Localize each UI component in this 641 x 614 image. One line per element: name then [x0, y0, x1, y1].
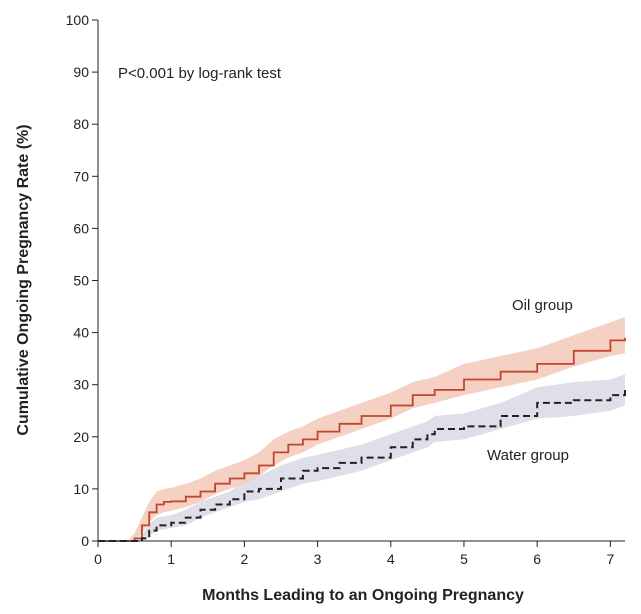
- y-tick-label: 40: [73, 325, 89, 341]
- legend-oil-group: Oil group: [512, 297, 573, 314]
- confidence-bands: [98, 317, 625, 541]
- axes: 0 10 20 30 40 50 60 70 80 90 100 0 1 2 3 4 5 6 7: [66, 12, 625, 567]
- y-tick-label: 10: [73, 481, 89, 497]
- x-tick-label: 1: [167, 551, 175, 567]
- y-tick-label: 80: [73, 116, 89, 132]
- y-tick-label: 90: [73, 64, 89, 80]
- x-tick-label: 4: [387, 551, 395, 567]
- x-tick-label: 0: [94, 551, 102, 567]
- oil-confidence-band: [98, 317, 625, 541]
- x-tick-label: 5: [460, 551, 468, 567]
- water-group-line: [98, 389, 626, 542]
- x-axis-title: Months Leading to an Ongoing Pregnancy: [202, 587, 524, 604]
- y-tick-label: 60: [73, 220, 89, 236]
- x-tick-label: 3: [314, 551, 322, 567]
- y-tick-label: 50: [73, 273, 89, 289]
- legend-water-group: Water group: [487, 447, 569, 464]
- y-tick-label: 70: [73, 168, 89, 184]
- oil-group-line: [98, 337, 626, 542]
- log-rank-annotation: P<0.001 by log-rank test: [118, 65, 282, 82]
- y-tick-label: 30: [73, 377, 89, 393]
- y-axis-title: Cumulative Ongoing Pregnancy Rate (%): [15, 124, 32, 435]
- y-tick-label: 100: [66, 12, 90, 28]
- x-tick-label: 6: [533, 551, 541, 567]
- y-tick-label: 20: [73, 429, 89, 445]
- series-lines: [98, 337, 626, 542]
- x-tick-label: 2: [240, 551, 248, 567]
- x-tick-label: 7: [606, 551, 614, 567]
- y-tick-label: 0: [81, 533, 89, 549]
